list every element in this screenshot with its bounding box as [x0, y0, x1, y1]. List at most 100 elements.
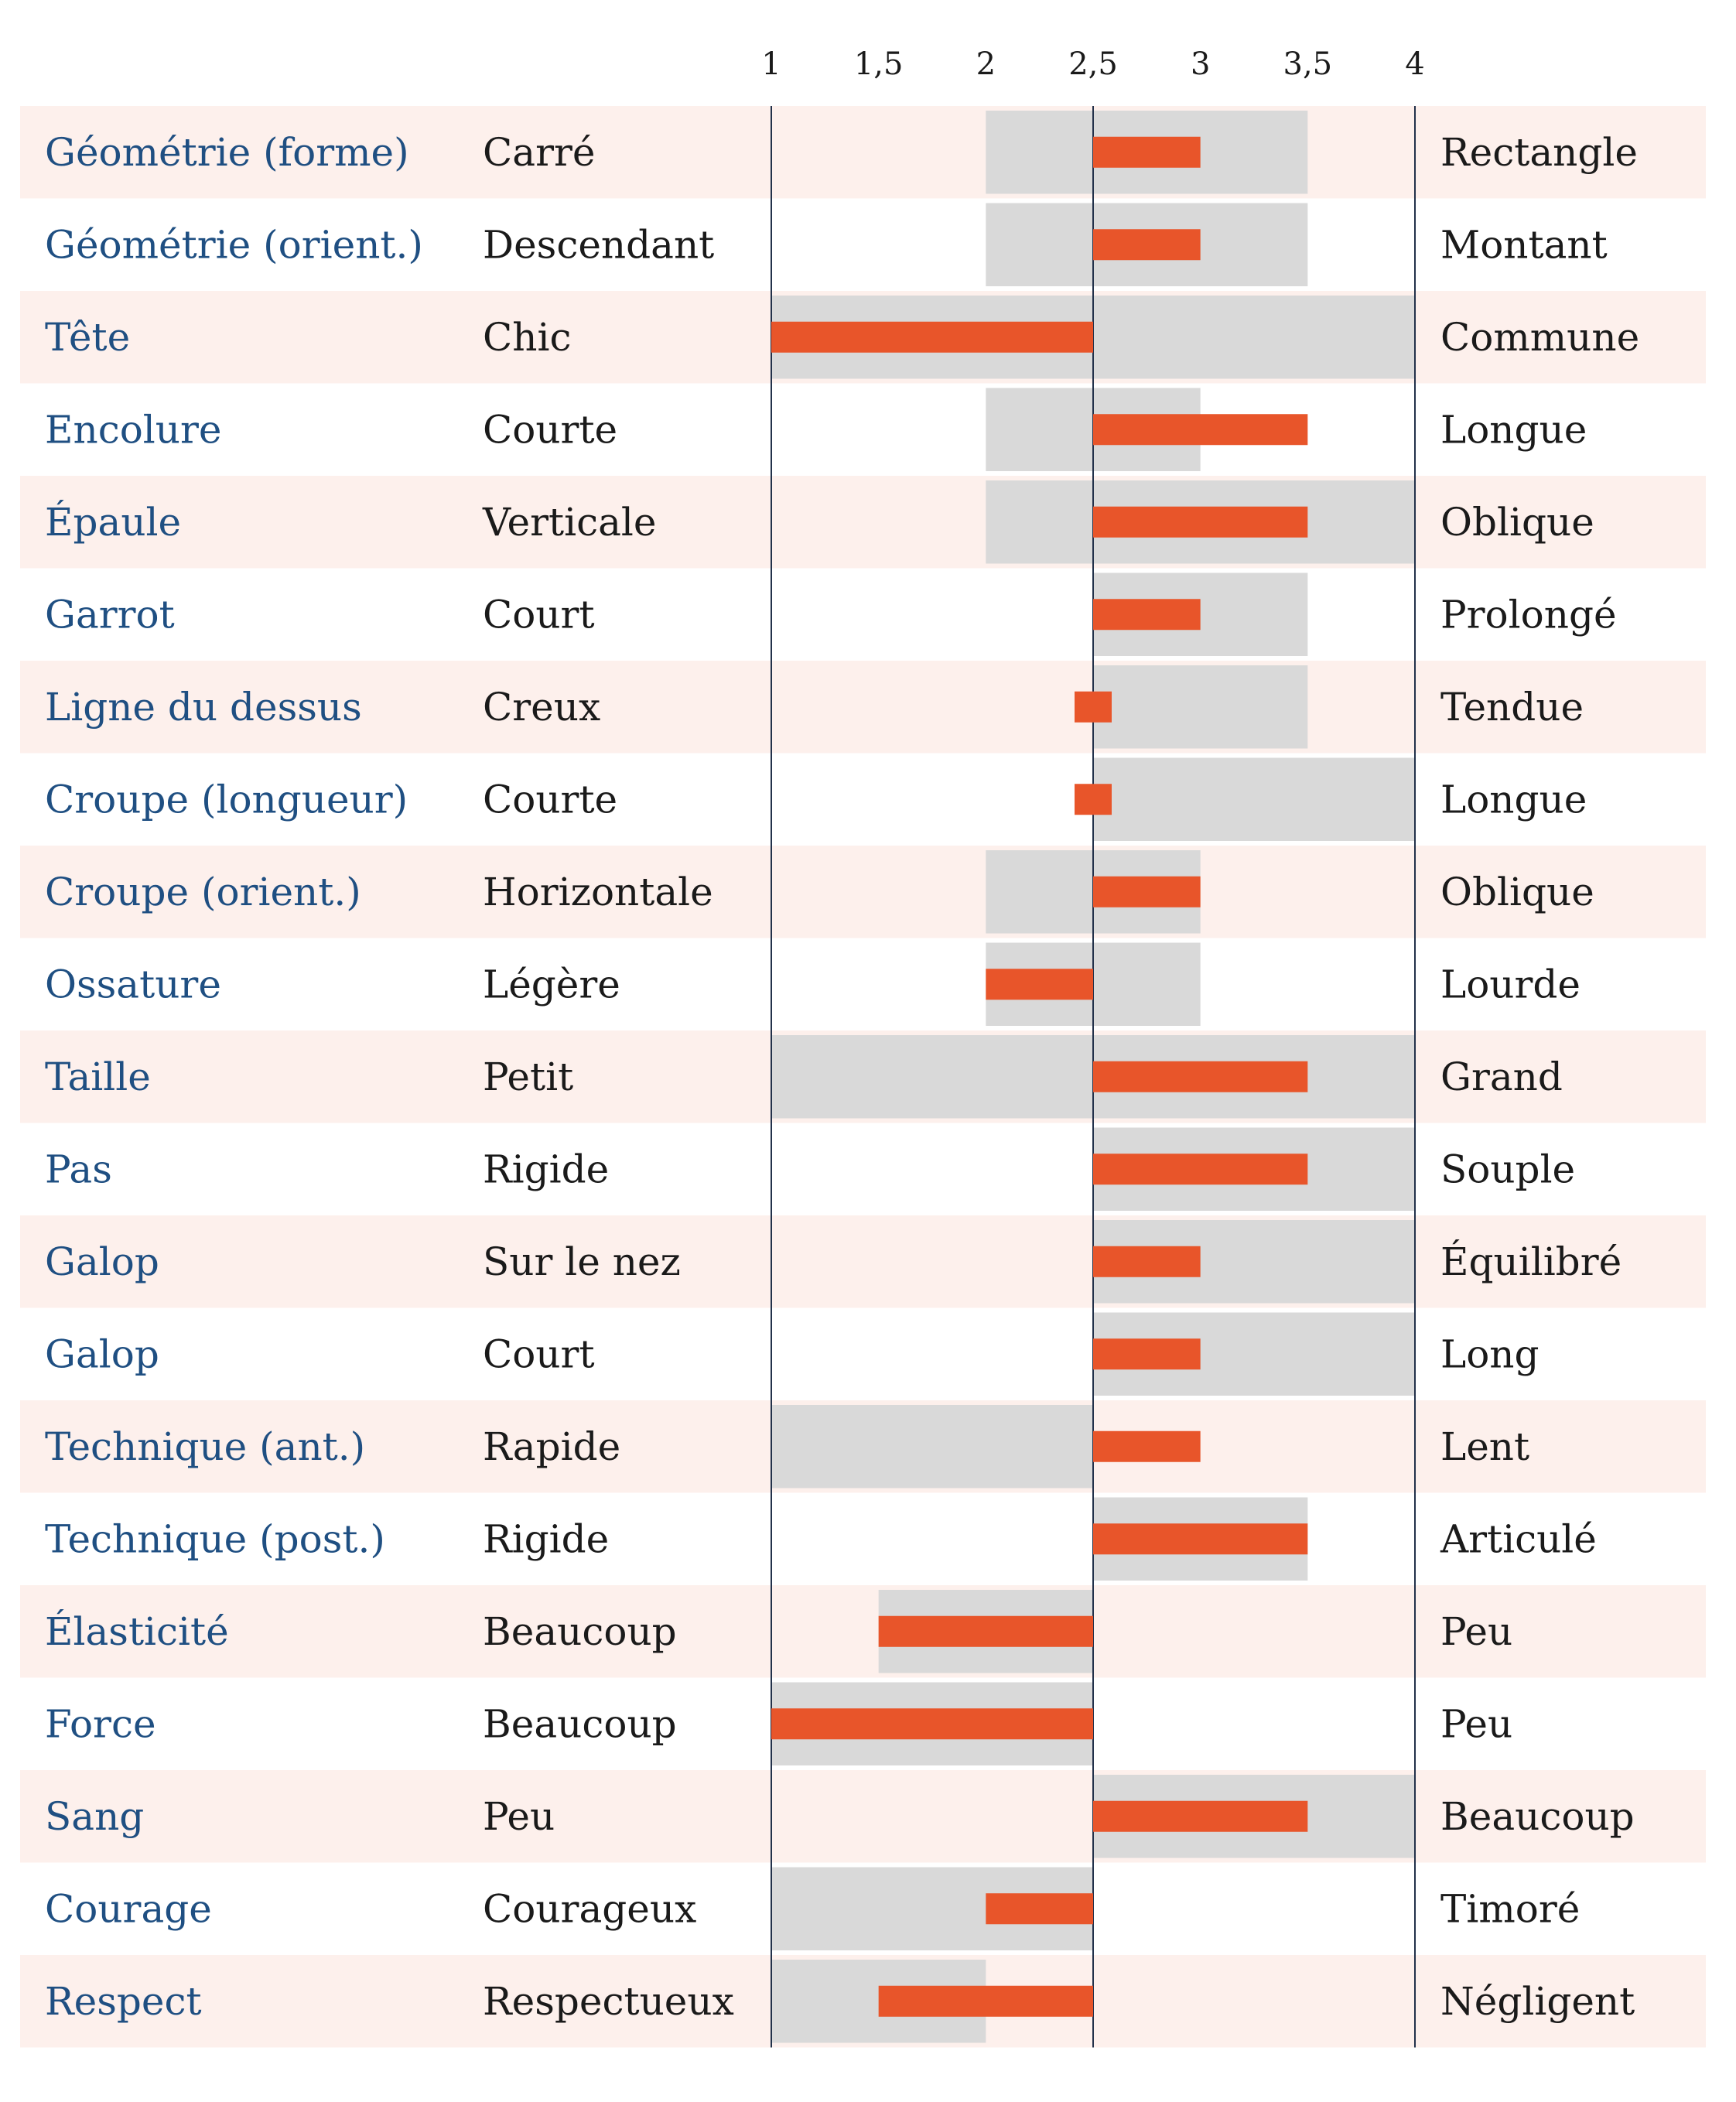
value-bar [1075, 784, 1112, 815]
trait-label: Tête [45, 315, 130, 360]
low-pole-label: Rapide [483, 1424, 620, 1469]
high-pole-label: Montant [1440, 222, 1608, 267]
trait-label: Élasticité [45, 1608, 229, 1654]
value-bar [1093, 506, 1308, 538]
high-pole-label: Timoré [1440, 1886, 1580, 1931]
tick-label: 3 [1191, 46, 1210, 82]
row-stripe [20, 846, 1706, 938]
trait-label: Galop [45, 1239, 159, 1284]
trait-label: Épaule [45, 499, 181, 545]
high-pole-label: Peu [1440, 1701, 1512, 1746]
value-bar [1093, 1061, 1308, 1092]
low-pole-label: Beaucoup [483, 1701, 677, 1746]
high-pole-label: Longue [1440, 407, 1587, 452]
tick-label: 1 [761, 46, 781, 82]
tick-label: 1,5 [854, 46, 904, 82]
value-bar [1093, 1523, 1308, 1555]
row-stripe [20, 1215, 1706, 1308]
high-pole-label: Beaucoup [1440, 1794, 1635, 1839]
value-bar [1093, 1430, 1201, 1462]
trait-label: Garrot [45, 592, 175, 637]
low-pole-label: Carré [483, 130, 595, 175]
trait-label: Croupe (orient.) [45, 870, 361, 914]
high-pole-label: Peu [1440, 1609, 1512, 1654]
low-pole-label: Courte [483, 407, 617, 452]
high-pole-label: Rectangle [1440, 130, 1638, 175]
trait-label: Géométrie (orient.) [45, 222, 423, 267]
high-pole-label: Commune [1440, 315, 1639, 360]
high-pole-label: Long [1440, 1331, 1540, 1376]
low-pole-label: Beaucoup [483, 1609, 677, 1654]
trait-label: Technique (ant.) [45, 1424, 365, 1469]
value-bar [1093, 1800, 1308, 1832]
trait-label: Technique (post.) [45, 1516, 385, 1561]
value-bar [1093, 1246, 1201, 1277]
trait-label: Ligne du dessus [45, 685, 362, 730]
low-pole-label: Chic [483, 315, 571, 360]
high-pole-label: Tendue [1440, 685, 1584, 730]
low-pole-label: Descendant [483, 222, 714, 267]
high-pole-label: Équilibré [1440, 1239, 1622, 1284]
high-pole-label: Prolongé [1440, 592, 1617, 637]
low-pole-label: Légère [483, 962, 620, 1007]
tick-label: 2,5 [1068, 46, 1118, 82]
range-box [1093, 757, 1415, 841]
value-bar [986, 969, 1093, 1000]
low-pole-label: Court [483, 592, 595, 637]
low-pole-label: Respectueux [483, 1979, 734, 2024]
tick-labels: 1 1,5 2 2,5 3 3,5 4 [761, 46, 1424, 82]
value-bar [986, 1893, 1093, 1925]
trait-label: Encolure [45, 407, 222, 452]
trait-label: Sang [45, 1794, 144, 1839]
low-pole-label: Petit [483, 1054, 573, 1099]
row-stripe [20, 1770, 1706, 1863]
tick-label: 2 [976, 46, 996, 82]
value-bar [1093, 414, 1308, 446]
high-pole-label: Oblique [1440, 870, 1594, 914]
range-box [771, 1405, 1093, 1488]
value-bar [1093, 599, 1201, 631]
row-stripe [20, 661, 1706, 754]
value-bar [1093, 1338, 1201, 1370]
value-bar [771, 321, 1093, 353]
trait-label: Force [45, 1701, 156, 1746]
trait-label: Galop [45, 1331, 159, 1376]
high-pole-label: Négligent [1440, 1979, 1635, 2024]
row-stripe [20, 106, 1706, 199]
value-bar [1093, 136, 1201, 168]
low-pole-label: Rigide [483, 1516, 609, 1561]
trait-label: Pas [45, 1147, 112, 1191]
trait-label: Taille [45, 1054, 151, 1099]
low-pole-label: Courte [483, 777, 617, 822]
high-pole-label: Longue [1440, 777, 1587, 822]
high-pole-label: Grand [1440, 1054, 1563, 1099]
tick-label: 3,5 [1283, 46, 1333, 82]
row-stripe [20, 476, 1706, 569]
high-pole-label: Articulé [1440, 1516, 1597, 1561]
high-pole-label: Oblique [1440, 500, 1594, 545]
value-bars [771, 136, 1308, 2017]
trait-label: Courage [45, 1886, 212, 1931]
row-stripe [20, 1585, 1706, 1678]
low-pole-label: Rigide [483, 1147, 609, 1191]
high-pole-label: Lourde [1440, 962, 1581, 1007]
value-bar [1093, 229, 1201, 261]
low-pole-label: Horizontale [483, 870, 713, 914]
value-bar [1093, 876, 1201, 907]
value-bar [1075, 691, 1112, 723]
tick-label: 4 [1405, 46, 1424, 82]
range-box [1093, 665, 1308, 749]
value-bar [1093, 1154, 1308, 1185]
high-pole-label: Souple [1440, 1147, 1575, 1191]
row-labels: Géométrie (forme) Carré Rectangle Géométrie… [45, 130, 1639, 2024]
low-pole-label: Court [483, 1331, 595, 1376]
trait-label: Croupe (longueur) [45, 777, 408, 822]
high-pole-label: Lent [1440, 1424, 1529, 1469]
low-pole-label: Courageux [483, 1886, 696, 1931]
trait-label: Respect [45, 1979, 202, 2024]
value-bar [878, 1615, 1093, 1647]
trait-label: Géométrie (forme) [45, 130, 409, 175]
low-pole-label: Peu [483, 1794, 555, 1839]
low-pole-label: Verticale [482, 500, 657, 545]
